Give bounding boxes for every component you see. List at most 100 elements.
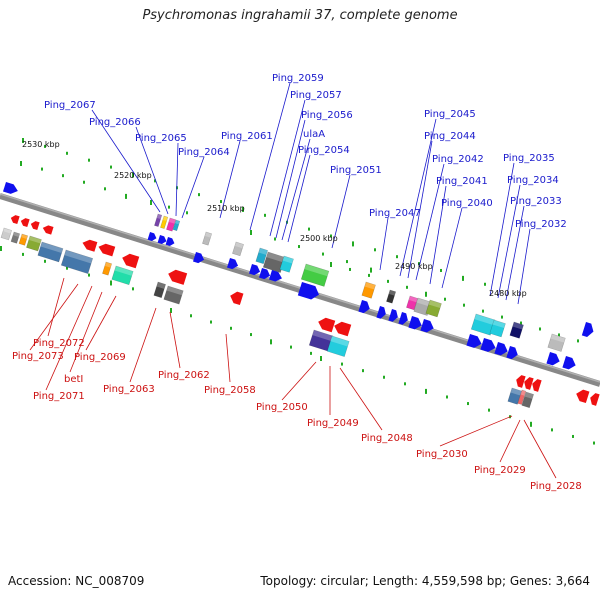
gene-label-bottom[interactable]: Ping_2062	[158, 370, 210, 381]
genome-summary-text: Topology: circular; Length: 4,559,598 bp…	[260, 574, 590, 588]
gene-arrow	[30, 221, 40, 231]
tick-mark	[551, 428, 553, 432]
gene-label-bottom[interactable]: Ping_2049	[307, 418, 359, 429]
gene-label-top[interactable]: Ping_2066	[89, 117, 141, 128]
gene-label-bottom[interactable]: Ping_2029	[474, 465, 526, 476]
gene-label-bottom[interactable]: Ping_2030	[416, 449, 468, 460]
tick-mark	[446, 395, 448, 399]
gene-label-top[interactable]: Ping_2034	[507, 175, 559, 186]
leader-line	[441, 207, 463, 289]
gene-label-top[interactable]: Ping_2045	[424, 109, 476, 120]
tick-mark	[41, 167, 43, 171]
tick-mark	[168, 205, 170, 209]
gene-label-bottom[interactable]: Ping_2028	[530, 481, 582, 492]
gene-label-top[interactable]: Ping_2056	[301, 110, 353, 121]
gene-label-top[interactable]: Ping_2059	[272, 73, 324, 84]
tick-mark	[425, 291, 427, 297]
tick-mark	[488, 408, 490, 412]
gene-label-top[interactable]: Ping_2032	[515, 219, 567, 230]
gene-block	[111, 265, 134, 286]
tick-mark	[104, 187, 106, 191]
gene-label-top[interactable]: Ping_2061	[221, 131, 273, 142]
gene-block	[166, 217, 177, 232]
tick-mark	[22, 138, 24, 143]
gene-arrow	[398, 312, 408, 325]
tick-mark	[132, 287, 134, 291]
gene-block	[154, 213, 163, 227]
tick-mark	[370, 267, 372, 273]
gene-block	[60, 249, 94, 274]
leader-line	[379, 217, 389, 271]
gene-block	[361, 281, 376, 299]
gene-label-bottom[interactable]: Ping_2058	[204, 385, 256, 396]
leader-line	[169, 311, 181, 369]
kbp-label: 2530 kbp	[22, 140, 60, 149]
gene-label-bottom[interactable]: Ping_2063	[103, 384, 155, 395]
kbp-markers: 2530 kbp 2520 kbp 2510 kbp 2500 kbp 2490 kbp…	[22, 140, 527, 298]
leader-line	[499, 419, 521, 463]
tick-mark	[425, 388, 427, 394]
gene-label-top[interactable]: Ping_2041	[436, 176, 488, 187]
tick-mark	[593, 441, 595, 445]
gene-label-bottom[interactable]: Ping_2072	[33, 338, 85, 349]
tick-mark	[362, 369, 364, 373]
gene-label-top[interactable]: Ping_2033	[510, 196, 562, 207]
gene-arrow	[230, 291, 244, 306]
page-title: Psychromonas ingrahamii 37, complete gen…	[142, 8, 458, 23]
gene-label-top[interactable]: Ping_2035	[503, 153, 555, 164]
gene-label-top[interactable]: Ping_2067	[44, 100, 96, 111]
leader-line	[85, 295, 117, 351]
tick-mark	[404, 382, 406, 386]
tick-mark	[298, 245, 300, 249]
gene-label-bottom[interactable]: Ping_2073	[12, 351, 64, 362]
leader-line	[275, 119, 306, 239]
gene-label-top[interactable]: Ping_2040	[441, 198, 493, 209]
gene-block	[37, 241, 64, 263]
tick-mark	[462, 275, 464, 281]
tick-mark	[352, 241, 354, 247]
leader-line	[135, 126, 169, 215]
gene-block	[102, 261, 113, 276]
gene-label-top[interactable]: Ping_2054	[298, 145, 350, 156]
tick-mark	[440, 268, 442, 272]
leader-line	[331, 174, 351, 249]
tick-mark	[110, 280, 112, 286]
gene-arrow	[516, 375, 526, 388]
tick-mark	[132, 172, 134, 178]
gene-block	[547, 333, 566, 352]
gene-arrow	[20, 218, 30, 228]
gene-label-top[interactable]: Ping_2057	[290, 90, 342, 101]
gene-label-top[interactable]: Ping_2051	[330, 165, 382, 176]
gene-label-bottom[interactable]: Ping_2069	[74, 352, 126, 363]
tick-mark	[274, 237, 276, 241]
gene-arrow	[420, 319, 434, 333]
gene-label-top[interactable]: ulaA	[303, 129, 325, 140]
gene-label-top[interactable]: Ping_2065	[135, 133, 187, 144]
tick-mark	[270, 339, 272, 345]
gene-arrow	[249, 264, 261, 276]
leader-line	[129, 307, 157, 383]
gene-label-bottom[interactable]: Ping_2071	[33, 391, 85, 402]
gene-label-top[interactable]: Ping_2044	[424, 131, 476, 142]
gene-block	[425, 299, 442, 318]
leader-line	[439, 415, 513, 447]
gene-label-top[interactable]: Ping_2064	[178, 147, 230, 158]
leader-line	[287, 154, 311, 243]
tick-mark	[482, 309, 484, 313]
gene-label-bottom[interactable]: Ping_2050	[256, 402, 308, 413]
leader-line	[219, 140, 241, 219]
tick-mark	[250, 230, 252, 235]
gene-label-top[interactable]: Ping_2042	[432, 154, 484, 165]
tick-mark	[383, 375, 385, 379]
kbp-label: 2480 kbp	[489, 289, 527, 298]
tick-mark	[290, 345, 292, 349]
gene-block	[255, 247, 268, 265]
gene-label-top[interactable]: Ping_2047	[369, 208, 421, 219]
leader-line	[399, 118, 437, 277]
tick-mark	[44, 259, 46, 263]
gene-label-bottom[interactable]: Ping_2048	[361, 433, 413, 444]
gene-arrow	[562, 356, 576, 370]
gene-arrow	[259, 268, 271, 280]
gene-label-bottom[interactable]: betI	[64, 374, 83, 385]
tick-mark	[264, 213, 266, 217]
